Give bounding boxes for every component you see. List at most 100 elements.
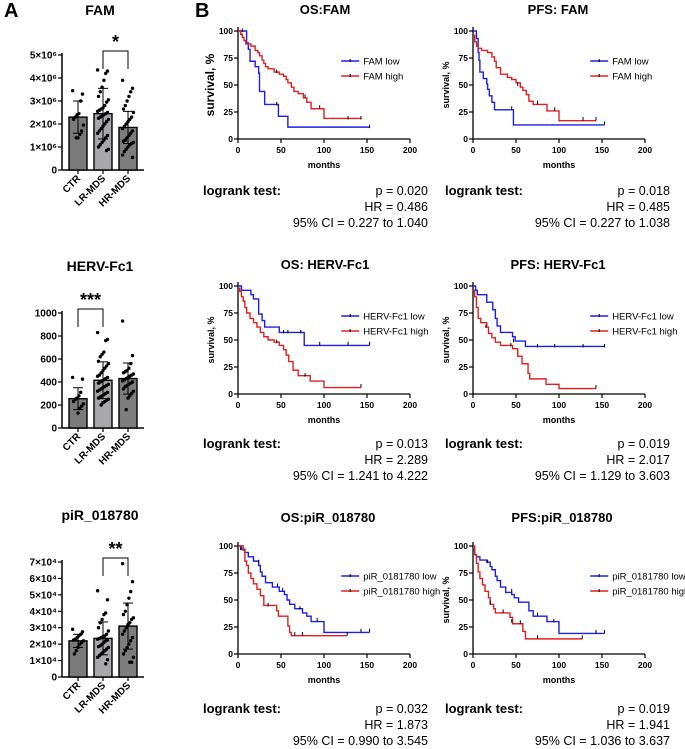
y-tick-label: 0 [51,673,57,684]
data-point [98,90,103,94]
km-title-os-fam: OS:FAM [299,2,351,17]
x-tick-label: 50 [276,400,286,410]
y-tick-label: 50 [459,80,469,90]
y-tick-label: 800 [40,332,57,343]
x-tick-label: 0 [471,660,476,670]
data-point [96,94,101,99]
x-tick-label: 0 [236,145,241,155]
y-tick-label: 75 [224,308,234,318]
p-value: p = 0.019 [617,437,670,451]
data-point [102,612,106,617]
data-point [123,609,128,613]
y-tick-label: 1000 [35,309,58,320]
data-point [126,396,130,400]
data-point [100,352,104,357]
significance-bracket [102,557,129,576]
significance-label: * [112,32,119,52]
data-point [131,655,136,659]
data-point [96,396,101,400]
x-axis-label: months [543,675,576,685]
data-point [95,109,100,114]
data-point [73,397,78,401]
logrank-label: logrank test: [445,436,524,451]
data-point [130,353,135,358]
hazard-ratio: HR = 0.485 [606,200,670,214]
x-tick-label: 50 [511,145,521,155]
y-tick-label: 200 [40,401,57,412]
stats-pfs-herv: logrank test: p = 0.019 HR = 2.017 95% C… [445,436,670,484]
data-point [98,355,103,359]
data-point [129,639,133,643]
survival-curve-high [238,545,348,637]
x-tick-label: 100 [552,145,566,155]
y-tick-label: 400 [40,378,57,389]
confidence-interval: 95% CI = 0.227 to 1.040 [292,216,428,230]
data-point [101,401,105,405]
hazard-ratio: HR = 1.941 [606,718,670,732]
data-point [95,131,100,135]
data-point [100,617,104,622]
stats-pfs-fam: logrank test: p = 0.018 HR = 0.485 95% C… [445,183,670,231]
survival-curve-high [473,34,596,122]
x-tick-label: 200 [403,400,417,410]
legend-label-low: FAM low [363,57,400,68]
data-point [120,319,125,323]
y-tick-label: 0 [228,134,233,144]
data-point [105,658,110,662]
data-point [95,330,100,335]
data-point [74,136,78,140]
km-chart-pfs-pir: 0 25 50 75 100 0 50 100 150 200 months survival, % p… [441,541,685,685]
x-tick-label: 100 [552,660,566,670]
km-chart-pfs-fam: 0 25 50 75 100 0 50 100 150 200 months survival, % F… [441,26,652,170]
y-tick-label: 75 [224,568,234,578]
data-point [99,371,103,375]
data-point [95,68,100,72]
data-point [96,116,101,120]
data-point [95,389,100,393]
significance-bracket [102,50,129,69]
x-tick-label: 100 [317,145,331,155]
y-tick-label: 3×10⁴ [30,623,58,634]
x-axis-label: months [308,160,341,170]
data-point [121,371,126,375]
data-point [71,117,76,122]
y-tick-label: 100 [219,26,233,36]
x-tick-label: 50 [276,145,286,155]
y-tick-label: 50 [224,595,234,605]
x-tick-label: 150 [595,145,609,155]
x-axis-label: months [543,160,576,170]
data-point [121,387,126,391]
data-point [126,145,130,149]
y-tick-label: 50 [224,80,234,90]
data-point [124,626,128,630]
data-point [130,129,135,133]
data-point [71,399,76,404]
x-tick-label: 150 [360,400,374,410]
data-point [71,638,76,642]
legend-label-low: piR_0181780 low [363,572,437,583]
data-point [104,100,109,104]
x-tick-label: 100 [317,400,331,410]
data-point [130,155,135,160]
km-chart-pfs-herv: 0 25 50 75 100 0 50 100 150 200 months survival, % H… [441,281,678,425]
data-point [120,379,125,383]
x-tick-label: 0 [471,145,476,155]
km-title-os-pir: OS:piR_018780 [280,510,376,525]
hazard-ratio: HR = 1.873 [364,718,428,732]
data-point [120,632,125,636]
y-tick-label: 4×10⁴ [30,607,58,618]
y-tick-label: 100 [219,541,233,551]
data-point [96,644,101,649]
confidence-interval: 95% CI = 1.241 to 4.222 [292,469,428,483]
legend-label-high: FAM high [363,72,403,83]
x-tick-label: 150 [595,400,609,410]
x-tick-label: 100 [552,400,566,410]
x-tick-label: 200 [638,400,652,410]
data-point [104,662,108,666]
data-point [103,103,107,108]
p-value: p = 0.018 [617,184,670,198]
data-point [128,660,132,664]
confidence-interval: 95% CI = 1.129 to 3.603 [534,469,670,483]
y-tick-label: 1×10⁴ [30,656,58,667]
bar-chart-title-pir: piR_018780 [61,507,139,523]
